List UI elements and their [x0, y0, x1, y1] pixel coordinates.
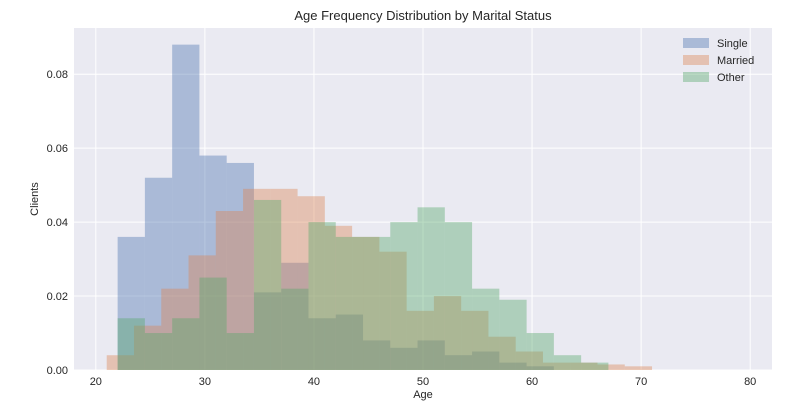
histogram-bar — [324, 225, 353, 370]
histogram-bar — [215, 211, 244, 370]
series-single — [117, 44, 554, 370]
x-tick-label: 80 — [744, 376, 756, 388]
histogram-bar — [406, 310, 434, 370]
histogram-bar — [161, 288, 189, 370]
histogram-bar — [117, 236, 145, 370]
histogram-bar — [188, 255, 216, 370]
histogram-bar — [542, 362, 571, 370]
histogram-bar — [379, 251, 407, 370]
histogram-bar — [199, 277, 227, 370]
histogram-bar — [433, 296, 462, 370]
chart-title: Age Frequency Distribution by Marital St… — [294, 8, 552, 23]
x-axis-label: Age — [413, 389, 433, 401]
histogram-bar — [117, 318, 145, 370]
histogram-bar — [106, 355, 134, 370]
histogram-bar — [488, 336, 516, 370]
histogram-bar — [253, 292, 282, 370]
histogram-bar — [281, 262, 309, 370]
histogram-bar — [243, 188, 271, 370]
histogram-bar — [515, 351, 543, 370]
histogram-bar — [335, 236, 364, 370]
series-married — [106, 188, 653, 370]
histogram-bar — [281, 288, 309, 370]
histogram-bar — [472, 351, 500, 370]
legend-label: Single — [717, 38, 748, 50]
y-tick-label: 0.04 — [47, 217, 68, 229]
x-tick-label: 60 — [526, 376, 538, 388]
histogram-bar — [526, 333, 554, 370]
histogram-bars — [106, 44, 653, 370]
legend-label: Married — [717, 55, 754, 67]
histogram-bar — [390, 347, 418, 370]
histogram-bar — [390, 222, 418, 370]
histogram-bar — [199, 155, 227, 370]
histogram-bar — [624, 366, 653, 370]
histogram-bar — [308, 222, 336, 370]
histogram-bar — [270, 188, 298, 370]
histogram-bar — [472, 288, 500, 370]
histogram-bar — [133, 325, 162, 370]
histogram-bar — [308, 318, 336, 370]
histogram-bar — [499, 299, 527, 370]
histogram-bar — [597, 364, 625, 370]
histogram-bar — [172, 318, 200, 370]
series-other — [117, 199, 609, 370]
grid-lines — [74, 28, 772, 371]
histogram-bar — [444, 355, 473, 370]
legend: Single Married Other — [683, 38, 754, 84]
legend-swatch — [683, 55, 709, 65]
histogram-bar — [417, 340, 445, 370]
histogram-bar — [253, 199, 282, 370]
legend-swatch — [683, 72, 709, 82]
histogram-bar — [581, 362, 609, 370]
y-tick-label: 0.06 — [47, 143, 68, 155]
histogram-bar — [461, 310, 489, 370]
histogram-bar — [570, 362, 598, 370]
histogram-bar — [499, 362, 527, 370]
histogram-bar — [363, 340, 391, 370]
y-tick-label: 0.00 — [47, 365, 68, 377]
x-tick-label: 40 — [308, 376, 320, 388]
legend-item: Other — [683, 72, 745, 84]
y-axis-label: Clients — [29, 182, 41, 216]
legend-item: Married — [683, 55, 754, 67]
legend-item: Single — [683, 38, 748, 50]
histogram-bar — [172, 44, 200, 370]
histogram-bar — [553, 355, 582, 370]
y-tick-label: 0.08 — [47, 69, 68, 81]
histogram-bar — [363, 236, 391, 370]
histogram-bar — [297, 196, 325, 370]
x-tick-label: 50 — [417, 376, 429, 388]
histogram-bar — [226, 162, 254, 370]
legend-swatch — [683, 38, 709, 48]
histogram-bar — [352, 236, 380, 370]
histogram-bar — [417, 207, 445, 370]
y-tick-label: 0.02 — [47, 291, 68, 303]
histogram-bar — [226, 333, 254, 370]
axis-ticks: 20 30 40 50 60 70 80 0.00 0.02 0.04 0.06 0.08 — [47, 69, 757, 388]
histogram-bar — [335, 314, 364, 370]
x-tick-label: 30 — [199, 376, 211, 388]
legend-label: Other — [717, 72, 745, 84]
histogram-bar — [144, 333, 173, 370]
x-tick-label: 20 — [90, 376, 102, 388]
histogram-bar — [444, 222, 473, 370]
histogram-bar — [144, 177, 173, 370]
x-tick-label: 70 — [635, 376, 647, 388]
histogram-bar — [526, 366, 554, 370]
